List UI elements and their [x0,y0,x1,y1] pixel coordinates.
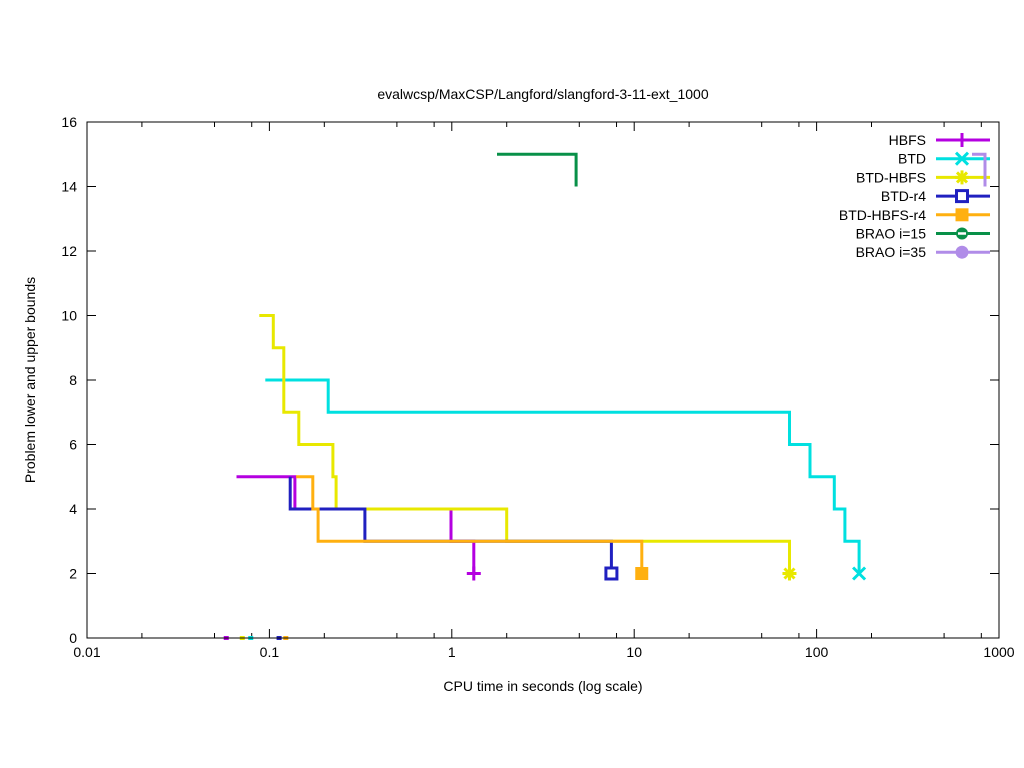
filled-circle-marker [955,245,969,259]
y-tick-label: 10 [61,308,77,324]
series-line-BTD [265,378,861,574]
open-square-marker [604,566,619,581]
legend-label: BRAO i=15 [856,226,927,242]
legend-label: BTD-r4 [881,188,926,204]
x-tick-label: 0.1 [260,644,280,660]
y-tick-label: 14 [61,179,77,195]
cross-marker [852,566,867,581]
x-tick-label: 10 [626,644,642,660]
series-line-BTD-HBFS-r4 [296,475,644,574]
series-line-HBFS [236,475,476,574]
filled-square-marker [955,208,969,222]
legend-label: HBFS [889,132,926,148]
x-tick-label: 0.01 [73,644,100,660]
series-line-BRAO i=15 [497,152,578,187]
series-line-BRAO i=35 [972,152,987,187]
series-line-BTD-r4 [288,476,613,574]
filled-square-marker [635,567,649,580]
legend-label: BTD [898,151,926,167]
y-tick-label: 16 [61,114,77,130]
y-tick-label: 0 [69,630,77,646]
legend-label: BTD-HBFS [856,169,926,185]
y-tick-label: 8 [69,372,77,388]
x-tick-label: 1000 [983,644,1014,660]
plot-border [86,121,1000,639]
legend-label: BRAO i=35 [856,244,927,260]
x-axis-label: CPU time in seconds (log scale) [443,678,643,694]
asterisk-marker [783,567,796,580]
x-tick-label: 1 [448,644,456,660]
chart-title: evalwcsp/MaxCSP/Langford/slangford-3-11-… [377,86,709,102]
cross-marker [954,151,970,166]
open-square-marker [955,189,969,204]
y-tick-label: 2 [69,566,77,582]
series-line-BTD-HBFS [259,314,791,574]
y-tick-label: 4 [69,501,77,517]
legend-label: BTD-HBFS-r4 [839,207,926,223]
y-tick-label: 6 [69,437,77,453]
asterisk-marker [955,171,969,184]
y-tick-label: 12 [61,243,77,259]
x-tick-label: 100 [805,644,829,660]
